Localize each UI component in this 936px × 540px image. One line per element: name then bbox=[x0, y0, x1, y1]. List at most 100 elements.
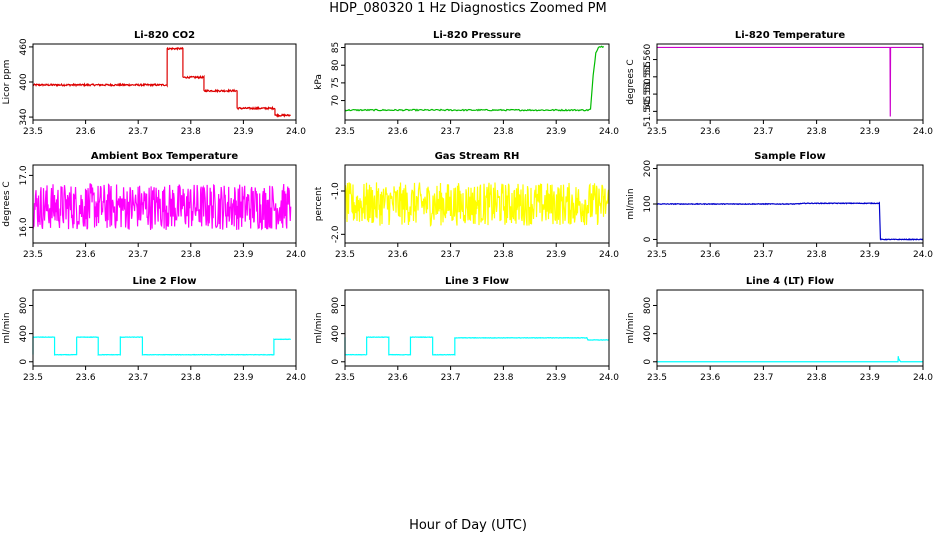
series-line bbox=[344, 182, 610, 227]
y-tick-label: 85 bbox=[331, 42, 341, 53]
plot-frame bbox=[656, 43, 924, 121]
panel-title: Line 2 Flow bbox=[133, 276, 197, 287]
panel-2: Li-820 Pressure kPa 23.5 23.6 23.7 23.8 23.9 24… bbox=[314, 30, 619, 137]
x-tick-label: 23.9 bbox=[546, 373, 566, 383]
y-axis-label: ml/min bbox=[2, 312, 12, 343]
plot-frame bbox=[344, 164, 610, 244]
y-tick-label: 0 bbox=[19, 359, 29, 365]
series-line bbox=[657, 46, 923, 117]
y-tick-label: 0 bbox=[643, 236, 653, 242]
x-tick-label: 23.8 bbox=[493, 250, 513, 260]
x-tick-label: 23.8 bbox=[493, 127, 513, 137]
series-line bbox=[32, 336, 291, 356]
x-tick-label: 23.5 bbox=[23, 127, 43, 137]
x-tick-label: 23.6 bbox=[700, 127, 720, 137]
x-tick-label: 24.0 bbox=[913, 250, 933, 260]
y-tick-label: 0 bbox=[331, 359, 341, 365]
figure-xlabel: Hour of Day (UTC) bbox=[409, 518, 527, 533]
x-tick-label: 23.8 bbox=[493, 373, 513, 383]
y-tick-label: 100 bbox=[643, 195, 653, 212]
x-tick-label: 23.9 bbox=[546, 250, 566, 260]
x-tick-label: 23.7 bbox=[441, 250, 461, 260]
y-tick-label: 800 bbox=[331, 297, 341, 314]
x-tick-label: 23.7 bbox=[753, 127, 773, 137]
y-axis-label: kPa bbox=[314, 74, 324, 90]
x-tick-label: 24.0 bbox=[913, 127, 933, 137]
plot-frame bbox=[344, 43, 610, 121]
y-axis-label: percent bbox=[314, 186, 324, 221]
y-axis-label: degrees C bbox=[626, 59, 636, 104]
series-line bbox=[657, 356, 923, 363]
y-axis-label: degrees C bbox=[2, 181, 12, 226]
y-axis-label: ml/min bbox=[314, 312, 324, 343]
y-tick-label: 51.555 bbox=[643, 61, 653, 93]
panel-8: Line 3 Flow ml/min 23.5 23.6 23.7 23.8 23.9 24.… bbox=[314, 276, 619, 383]
plot-frame bbox=[344, 289, 610, 367]
y-tick-label: -2.0 bbox=[331, 225, 341, 243]
x-tick-label: 23.5 bbox=[647, 373, 667, 383]
x-tick-label: 24.0 bbox=[599, 250, 619, 260]
y-tick-label: 800 bbox=[643, 297, 653, 314]
panel-9: Line 4 (LT) Flow ml/min 23.5 23.6 23.7 23.8 23… bbox=[626, 276, 933, 383]
x-tick-label: 23.6 bbox=[76, 127, 96, 137]
y-tick-label: 51.550 bbox=[643, 78, 653, 110]
y-tick-label: 75 bbox=[331, 77, 341, 88]
x-tick-label: 23.7 bbox=[128, 373, 148, 383]
y-tick-label: 400 bbox=[19, 325, 29, 342]
x-tick-label: 23.9 bbox=[233, 127, 253, 137]
panel-title: Line 4 (LT) Flow bbox=[746, 276, 834, 287]
series-line bbox=[344, 336, 610, 356]
panel-7: Line 2 Flow ml/min 23.5 23.6 23.7 23.8 23.9 24.… bbox=[2, 276, 306, 383]
panel-title: Gas Stream RH bbox=[435, 151, 520, 162]
plot-frame bbox=[32, 164, 297, 244]
y-axis-label: ml/min bbox=[626, 312, 636, 343]
x-tick-label: 23.7 bbox=[753, 373, 773, 383]
series-line bbox=[32, 46, 291, 118]
x-tick-label: 23.5 bbox=[647, 250, 667, 260]
panel-title: Line 3 Flow bbox=[445, 276, 509, 287]
x-tick-label: 23.7 bbox=[128, 250, 148, 260]
panel-title: Li-820 Pressure bbox=[433, 30, 521, 41]
x-tick-label: 23.9 bbox=[233, 373, 253, 383]
figure-title: HDP_080320 1 Hz Diagnostics Zoomed PM bbox=[329, 1, 607, 16]
x-tick-label: 24.0 bbox=[286, 373, 306, 383]
series-line bbox=[344, 45, 605, 112]
panel-title: Sample Flow bbox=[754, 151, 826, 162]
y-tick-label: 51.560 bbox=[643, 44, 653, 76]
panel-6: Sample Flow ml/min 23.5 23.6 23.7 23.8 23.9 24.… bbox=[626, 151, 933, 260]
y-tick-label: 16.0 bbox=[19, 217, 29, 237]
x-tick-label: 23.7 bbox=[128, 127, 148, 137]
y-tick-label: 340 bbox=[19, 108, 29, 125]
x-tick-label: 23.8 bbox=[807, 127, 827, 137]
panel-5: Gas Stream RH percent 23.5 23.6 23.7 23.8 23.9… bbox=[314, 151, 619, 260]
panel-title: Li-820 Temperature bbox=[735, 30, 845, 41]
x-tick-label: 23.8 bbox=[181, 373, 201, 383]
x-tick-label: 23.7 bbox=[753, 250, 773, 260]
x-tick-label: 23.5 bbox=[647, 127, 667, 137]
panel-1: Li-820 CO2 Licor ppm 23.5 23.6 23.7 23.8 23.9 2… bbox=[2, 30, 306, 137]
y-tick-label: 460 bbox=[19, 38, 29, 55]
series-line bbox=[656, 201, 924, 241]
x-tick-label: 23.8 bbox=[807, 250, 827, 260]
x-tick-label: 23.9 bbox=[860, 127, 880, 137]
panel-3: Li-820 Temperature degrees C 23.5 23.6 23.7 2… bbox=[626, 30, 933, 137]
y-tick-label: 80 bbox=[331, 59, 341, 71]
y-tick-label: 200 bbox=[643, 160, 653, 177]
x-tick-label: 23.7 bbox=[441, 127, 461, 137]
y-axis-label: ml/min bbox=[626, 188, 636, 219]
y-tick-label: 17.0 bbox=[19, 165, 29, 185]
panel-title: Li-820 CO2 bbox=[134, 30, 195, 41]
x-tick-label: 23.8 bbox=[181, 250, 201, 260]
series-line bbox=[32, 183, 292, 231]
panel-4: Ambient Box Temperature degrees C 23.5 23.6… bbox=[2, 151, 306, 260]
x-tick-label: 24.0 bbox=[599, 127, 619, 137]
y-tick-label: 0 bbox=[643, 359, 653, 365]
x-tick-label: 23.6 bbox=[388, 127, 408, 137]
x-tick-label: 24.0 bbox=[599, 373, 619, 383]
x-tick-label: 23.9 bbox=[233, 250, 253, 260]
x-tick-label: 24.0 bbox=[286, 250, 306, 260]
y-tick-label: 51.545 bbox=[643, 96, 653, 128]
y-tick-label: 70 bbox=[331, 95, 341, 107]
x-tick-label: 24.0 bbox=[286, 127, 306, 137]
